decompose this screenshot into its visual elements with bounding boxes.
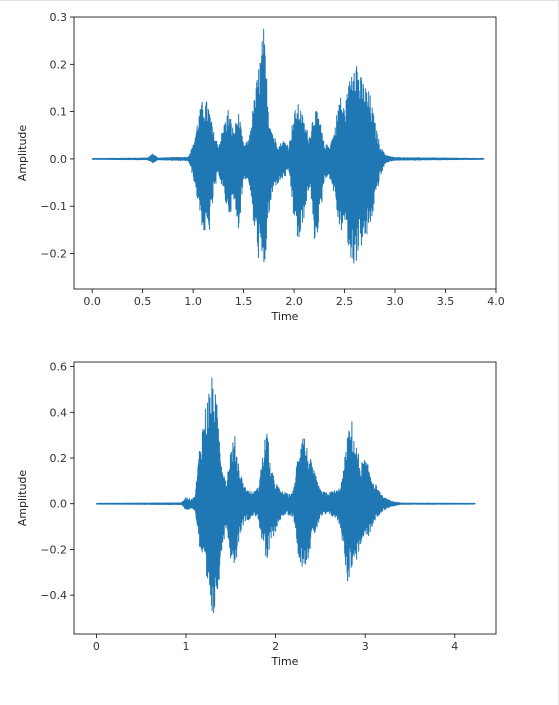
x-tick-label-bottom-4: 4 (451, 640, 458, 653)
y-tick-label-top-0: 0.3 (50, 11, 68, 24)
x-axis-label-top: Time (271, 310, 299, 323)
top-border (0, 0, 559, 1)
x-tick-label-top-7: 3.5 (437, 295, 455, 308)
y-tick-label-bottom-1: 0.4 (50, 406, 68, 419)
x-tick-label-top-2: 1.0 (184, 295, 202, 308)
x-tick-label-top-0: 0.0 (83, 295, 101, 308)
y-tick-label-top-1: 0.2 (50, 58, 68, 71)
axes-frame-top (73, 16, 497, 290)
x-tick-label-top-4: 2.0 (285, 295, 303, 308)
y-tick-label-bottom-5: −0.4 (40, 589, 67, 602)
x-tick-label-top-3: 1.5 (235, 295, 253, 308)
x-tick-label-top-8: 4.0 (487, 295, 505, 308)
x-tick-label-bottom-0: 0 (93, 640, 100, 653)
y-tick-label-bottom-2: 0.2 (50, 452, 68, 465)
y-tick-label-top-4: −0.1 (40, 200, 67, 213)
waveform-chart-top: 0.0 0.5 1.0 1.5 2.0 2.5 3.0 3.5 4.0 0.3 0.2 0.1 0.0 −… (16, 11, 505, 323)
x-tick-label-bottom-3: 3 (362, 640, 369, 653)
y-tick-label-bottom-3: 0.0 (50, 498, 68, 511)
x-tick-label-bottom-1: 1 (182, 640, 189, 653)
x-axis-label-bottom: Time (271, 655, 299, 668)
y-tick-label-top-2: 0.1 (50, 106, 68, 119)
waveform-line-top (91, 28, 485, 264)
y-tick-label-top-3: 0.0 (50, 153, 68, 166)
waveform-line-bottom (95, 377, 476, 614)
y-tick-label-top-5: −0.2 (40, 248, 67, 261)
waveform-chart-bottom: 0 1 2 3 4 0.6 0.4 0.2 0.0 −0.2 −0.4 Time Amplitude (16, 361, 497, 668)
y-axis-label-top: Amplitude (16, 125, 29, 182)
y-axis-label-bottom: Amplitude (16, 470, 29, 527)
x-tick-label-top-1: 0.5 (134, 295, 152, 308)
x-tick-label-top-6: 3.0 (386, 295, 404, 308)
axes-frame-bottom (73, 361, 497, 635)
y-tick-label-bottom-0: 0.6 (50, 361, 68, 374)
x-tick-label-bottom-2: 2 (272, 640, 279, 653)
y-tick-label-bottom-4: −0.2 (40, 543, 67, 556)
x-tick-label-top-5: 2.5 (336, 295, 354, 308)
